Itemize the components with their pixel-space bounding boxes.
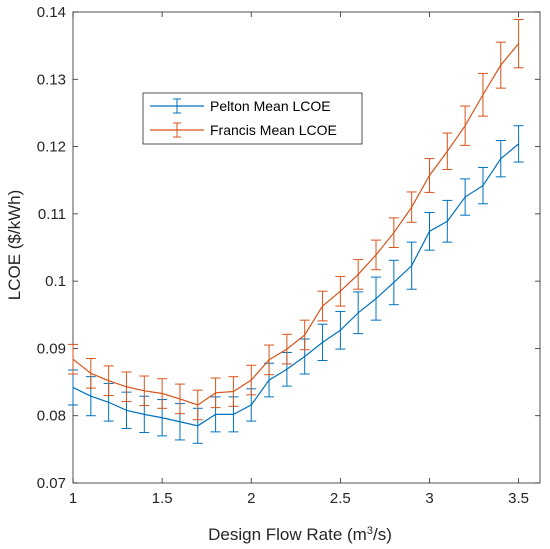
y-tick-label: 0.09 — [37, 340, 66, 357]
legend-box — [142, 92, 363, 145]
y-axis-title: LCOE ($/kWh) — [5, 190, 24, 301]
y-tick-label: 0.13 — [37, 71, 66, 88]
x-tick-label: 3.5 — [508, 490, 529, 507]
y-tick-label: 0.11 — [38, 206, 66, 223]
legend-label: Pelton Mean LCOE — [210, 98, 331, 114]
x-tick-label: 3 — [425, 490, 433, 507]
x-axis-title-tail: /s) — [373, 525, 392, 544]
series-line — [72, 143, 519, 427]
y-tick-labels: 0.07 0.08 0.09 0.1 0.11 0.12 0.13 0.14 — [37, 4, 66, 492]
y-tick-label: 0.07 — [37, 475, 66, 492]
x-axis-title-main: Design Flow Rate (m — [208, 525, 367, 544]
x-axis-title-sup: 3 — [367, 525, 373, 537]
y-tick-label: 0.12 — [37, 139, 66, 156]
y-tick-label: 0.14 — [37, 4, 66, 21]
x-tick-label: 1 — [69, 490, 77, 507]
plot-frame — [72, 11, 541, 484]
series-pelton — [68, 125, 524, 444]
legend-entry-francis: Francis Mean LCOE — [150, 122, 337, 138]
legend-entry-pelton: Pelton Mean LCOE — [150, 98, 331, 114]
x-tick-label: 2.5 — [330, 490, 351, 507]
x-tick-label: 1.5 — [152, 490, 173, 507]
axes-box — [72, 11, 541, 484]
x-tick-labels: 1 1.5 2 2.5 3 3.5 — [69, 490, 529, 507]
series-francis — [68, 18, 524, 421]
x-tick-label: 2 — [247, 490, 255, 507]
x-axis-title: Design Flow Rate (m3/s) — [208, 525, 392, 544]
legend: Pelton Mean LCOE Francis Mean LCOE — [142, 92, 363, 145]
y-tick-label: 0.1 — [45, 273, 66, 290]
axis-ticks — [72, 11, 540, 484]
y-tick-label: 0.08 — [37, 408, 66, 425]
series-line — [72, 43, 520, 406]
series-layer — [68, 18, 524, 444]
legend-label: Francis Mean LCOE — [210, 122, 337, 138]
